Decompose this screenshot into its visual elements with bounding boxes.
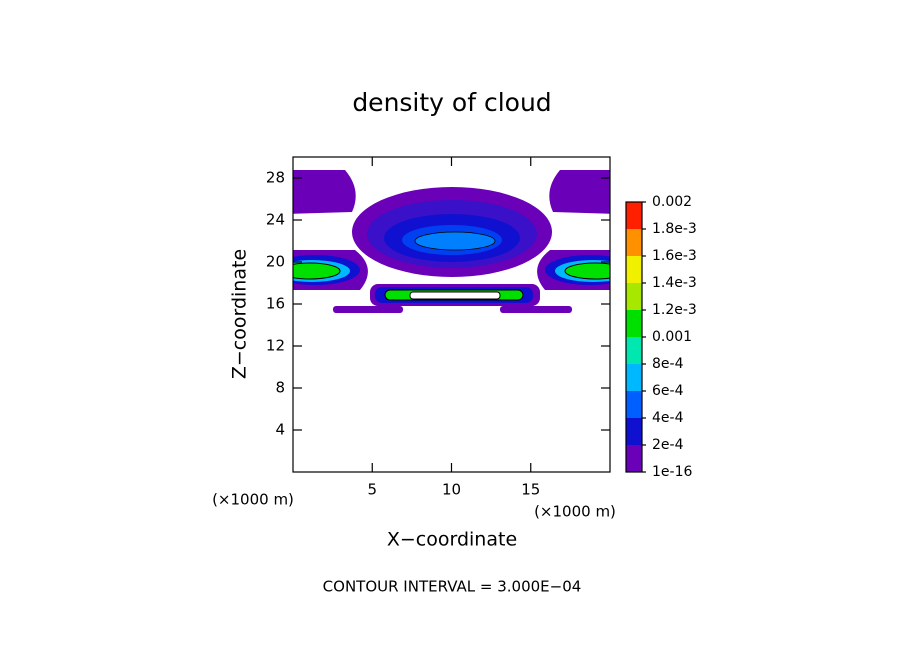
colorbar-band — [626, 202, 642, 229]
colorbar-band — [626, 229, 642, 256]
contour-fill — [414, 231, 496, 251]
colorbar-band — [626, 364, 642, 391]
contour-fill — [500, 306, 572, 313]
contour-fill — [293, 262, 341, 280]
contour-fill — [564, 262, 610, 280]
chart-title: density of cloud — [352, 88, 551, 117]
colorbar-band — [626, 283, 642, 310]
colorbar-band — [626, 445, 642, 472]
y-tick-label: 16 — [266, 295, 285, 313]
annotation: CONTOUR INTERVAL = 3.000E−04 — [323, 578, 582, 596]
colorbar-label: 1.6e-3 — [652, 248, 697, 264]
y-tick-label: 28 — [266, 169, 285, 187]
contour-fill — [409, 291, 501, 300]
y-unit: (×1000 m) — [534, 503, 616, 521]
colorbar-band — [626, 310, 642, 337]
x-unit: (×1000 m) — [212, 491, 294, 509]
colorbar-label: 8e-4 — [652, 356, 684, 372]
y-tick-label: 20 — [266, 253, 285, 271]
x-axis-label: X−coordinate — [387, 529, 517, 551]
colorbar-label: 4e-4 — [652, 410, 684, 426]
y-tick-label: 12 — [266, 337, 285, 355]
y-tick-label: 24 — [266, 211, 285, 229]
colorbar-band — [626, 256, 642, 283]
y-axis-label: Z−coordinate — [229, 249, 251, 379]
contour-field — [293, 170, 610, 313]
colorbar-band — [626, 337, 642, 364]
y-tick-label: 8 — [275, 379, 285, 397]
colorbar-label: 1.8e-3 — [652, 221, 697, 237]
colorbar-band — [626, 418, 642, 445]
x-tick-label: 5 — [367, 481, 377, 499]
contour-fill — [293, 170, 356, 214]
y-tick-label: 4 — [275, 421, 285, 439]
colorbar-label: 0.001 — [652, 329, 692, 345]
colorbar-label: 1.2e-3 — [652, 302, 697, 318]
colorbar-label: 1e-16 — [652, 464, 692, 480]
contour-fill — [333, 306, 403, 313]
x-tick-label: 15 — [521, 481, 540, 499]
colorbar-label: 1.4e-3 — [652, 275, 697, 291]
colorbar-label: 0.002 — [652, 194, 692, 210]
colorbar-label: 2e-4 — [652, 437, 684, 453]
contour-fill — [549, 170, 610, 214]
colorbar-band — [626, 391, 642, 418]
colorbar-label: 6e-4 — [652, 383, 684, 399]
x-tick-label: 10 — [442, 481, 461, 499]
